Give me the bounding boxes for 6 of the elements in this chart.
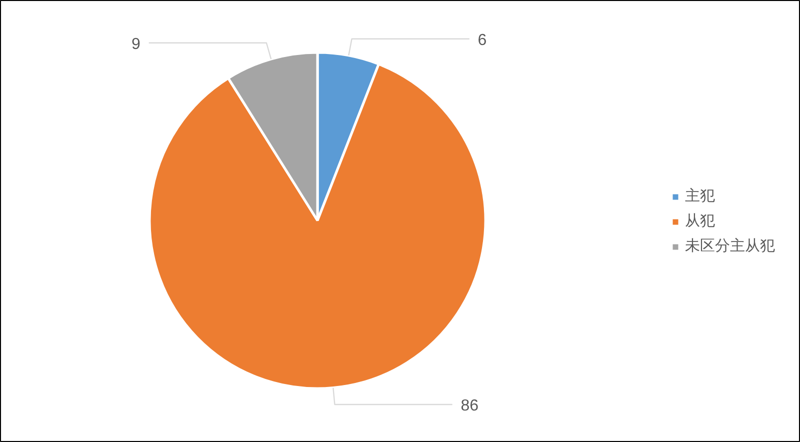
data-label: 6 (478, 32, 487, 49)
legend-label: 从犯 (685, 212, 715, 230)
data-label: 9 (132, 36, 141, 53)
legend-label: 主犯 (685, 186, 715, 206)
legend-label: 未区分主从犯 (685, 236, 775, 256)
data-label: 86 (460, 397, 479, 414)
